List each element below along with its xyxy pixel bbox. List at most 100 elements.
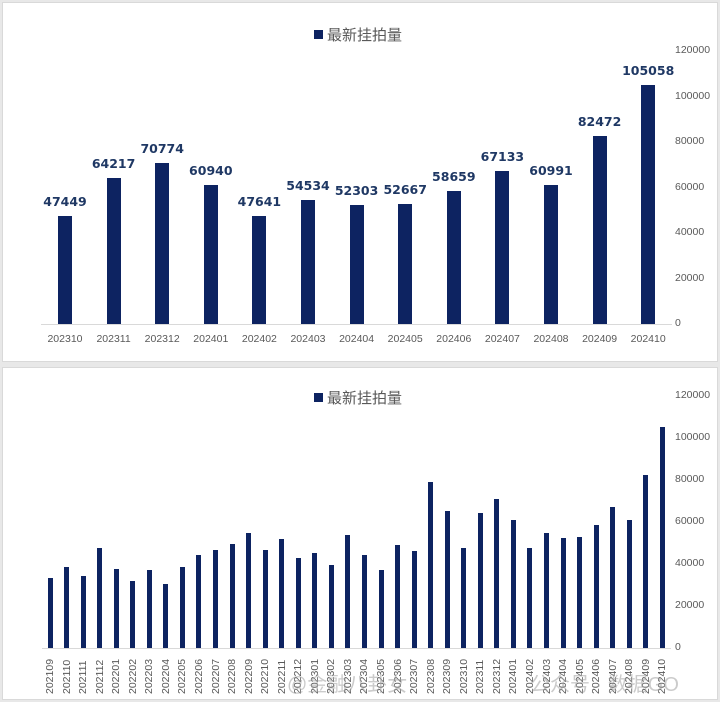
data-label: 52667 <box>383 182 427 198</box>
bar-202301 <box>312 552 318 648</box>
x-tick-label: 202310 <box>47 333 83 345</box>
x-tick-label: 202405 <box>387 333 423 345</box>
legend-swatch <box>314 393 323 402</box>
bar-202408 <box>626 519 632 648</box>
bar-202206 <box>196 554 202 648</box>
x-tick-label: 202202 <box>126 658 139 694</box>
data-label: 60940 <box>189 163 233 179</box>
data-label: 64217 <box>91 155 136 171</box>
bar-202311 <box>106 177 121 324</box>
data-label: 82472 <box>577 114 622 130</box>
y-tick-label: 80000 <box>675 473 705 485</box>
data-label: 58659 <box>432 168 476 184</box>
bar-202109 <box>47 578 53 648</box>
bar-202306 <box>395 545 401 648</box>
bar-202305 <box>378 570 384 648</box>
x-tick-label: 202408 <box>533 333 569 345</box>
bar-202312 <box>155 162 170 324</box>
bar-202202 <box>130 581 136 648</box>
bar-202304 <box>361 554 367 648</box>
bar-202309 <box>444 511 450 648</box>
data-label: 60991 <box>529 163 573 179</box>
legend: 最新挂拍量 <box>314 24 402 45</box>
x-tick-label: 202310 <box>457 658 470 694</box>
data-label: 105058 <box>622 62 675 78</box>
chart-panel-recent: 最新挂拍量 0 20000 40000 60000 80000 100000 120000 4… <box>2 2 718 362</box>
bar-202204 <box>163 583 169 648</box>
y-tick-label: 100000 <box>675 89 711 102</box>
legend-label: 最新挂拍量 <box>327 26 403 44</box>
bar-202403 <box>544 533 549 648</box>
bar-202312 <box>494 499 500 648</box>
bar-202208 <box>229 544 235 648</box>
data-label: 47641 <box>237 193 282 209</box>
bar-202310 <box>461 548 467 648</box>
x-tick-label: 202112 <box>93 659 106 694</box>
bar-202407 <box>610 507 616 648</box>
x-tick-label: 202307 <box>408 658 421 694</box>
watermark-left: @金融八卦女 <box>287 674 408 696</box>
x-tick-label: 202203 <box>143 658 156 694</box>
bar-202407 <box>495 171 510 324</box>
x-tick-label: 202110 <box>60 659 73 694</box>
bar-202310 <box>58 216 72 324</box>
data-label: 67133 <box>480 149 525 165</box>
legend: 最新挂拍量 <box>314 387 402 408</box>
x-tick-label: 202109 <box>44 658 56 694</box>
y-tick-label: 120000 <box>675 44 711 56</box>
watermark-right: 公众号 · 数据GO <box>530 674 679 696</box>
bar-202406 <box>593 524 599 648</box>
y-tick-label: 40000 <box>675 226 705 238</box>
chart-panel-history: 最新挂拍量 0 20000 40000 60000 80000 100000 120000 2… <box>2 367 718 700</box>
bar-202205 <box>179 566 185 648</box>
x-tick-label: 202111 <box>77 660 90 694</box>
x-tick-label: 202312 <box>490 658 503 694</box>
x-tick-label: 202403 <box>290 333 326 345</box>
x-tick-label: 202404 <box>339 333 375 345</box>
bar-202111 <box>80 575 86 648</box>
bar-202402 <box>252 215 267 324</box>
y-tick-label: 40000 <box>675 557 705 569</box>
bar-202405 <box>398 204 413 324</box>
bar-202112 <box>97 548 103 648</box>
x-tick-label: 202409 <box>582 333 618 345</box>
y-tick-label: 120000 <box>675 389 711 401</box>
bar-202210 <box>262 549 268 648</box>
bar-202110 <box>64 566 70 648</box>
x-tick-label: 202309 <box>441 658 454 694</box>
x-tick-label: 202207 <box>209 658 222 694</box>
x-axis-line <box>40 324 673 325</box>
bar-202406 <box>446 190 461 324</box>
y-tick-label: 20000 <box>675 599 705 611</box>
data-label: 54534 <box>286 177 330 193</box>
bar-202403 <box>301 199 315 324</box>
data-label: 70774 <box>140 140 184 156</box>
data-label: 52303 <box>334 183 379 198</box>
x-tick-label: 202311 <box>96 333 131 345</box>
y-tick-label: 60000 <box>675 180 705 193</box>
bar-202409 <box>592 136 607 324</box>
x-tick-label: 202201 <box>110 658 123 694</box>
bar-202401 <box>203 185 218 324</box>
x-axis-line <box>41 648 671 649</box>
x-tick-label: 202406 <box>436 333 472 345</box>
bar-202308 <box>428 482 434 648</box>
y-tick-label: 0 <box>675 317 681 329</box>
bar-202404 <box>349 205 364 324</box>
x-tick-label: 202407 <box>484 333 520 345</box>
legend-swatch <box>314 30 323 39</box>
x-tick-label: 202205 <box>176 658 189 694</box>
bar-202410 <box>641 84 656 324</box>
bar-202311 <box>477 513 483 648</box>
y-tick-label: 0 <box>675 641 681 653</box>
y-tick-label: 20000 <box>675 271 705 284</box>
x-tick-label: 202410 <box>630 333 666 345</box>
x-tick-label: 202206 <box>192 658 205 694</box>
x-tick-label: 202208 <box>226 658 239 694</box>
bar-202201 <box>113 569 119 648</box>
x-tick-label: 202211 <box>275 659 288 694</box>
y-tick-label: 60000 <box>675 515 705 527</box>
x-tick-label: 202308 <box>424 658 437 694</box>
bar-202307 <box>411 550 417 648</box>
x-tick-label: 202402 <box>241 333 277 345</box>
